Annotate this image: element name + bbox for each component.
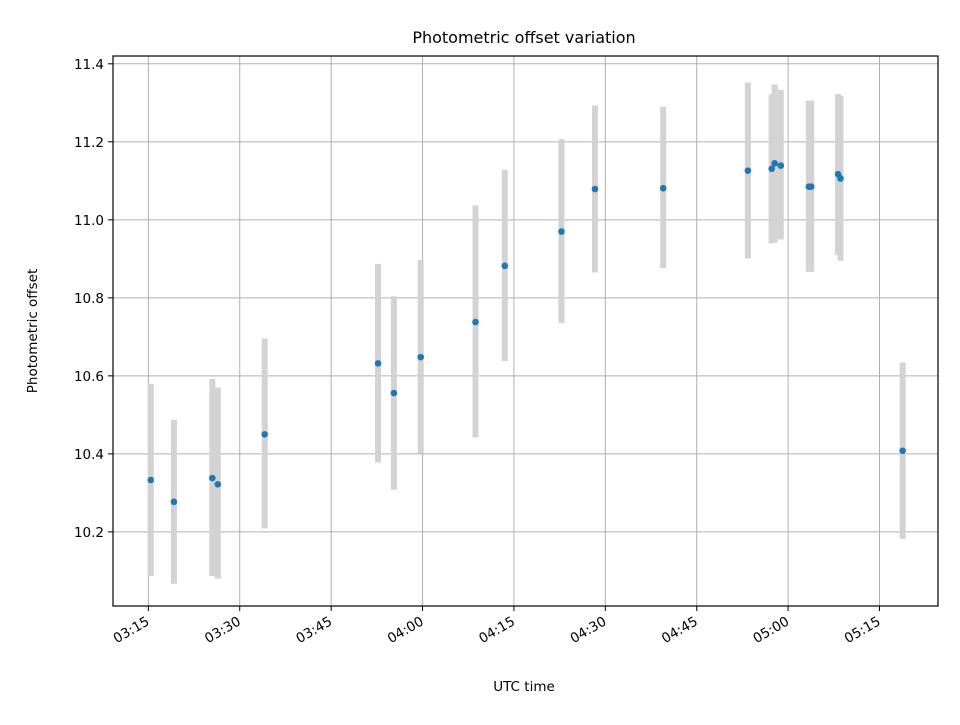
data-point <box>501 262 509 270</box>
data-point <box>214 480 222 488</box>
y-tick-label: 11.2 <box>74 135 104 151</box>
data-point <box>807 183 815 190</box>
data-point <box>591 185 599 193</box>
data-point <box>390 389 398 397</box>
data-point <box>777 162 785 169</box>
data-point <box>768 165 775 173</box>
data-point <box>170 498 178 506</box>
y-tick-label: 10.4 <box>74 447 104 463</box>
data-point <box>744 167 752 174</box>
y-tick-label: 10.8 <box>74 291 104 307</box>
data-point <box>472 318 479 326</box>
y-tick-label: 11.4 <box>74 57 104 73</box>
y-axis-label: Photometric offset <box>25 269 41 393</box>
data-point <box>899 447 906 455</box>
data-point <box>209 474 216 482</box>
data-point <box>374 360 382 367</box>
y-tick-label: 11.0 <box>74 213 104 229</box>
plot-frame <box>112 55 939 607</box>
chart-title: Photometric offset variation <box>412 28 635 47</box>
y-axis-ticks: 10.2 10.4 10.6 10.8 11.0 11.2 11.4 <box>74 57 113 541</box>
x-axis-label: UTC time <box>493 679 555 695</box>
y-tick-label: 10.6 <box>74 369 104 385</box>
data-point <box>417 353 424 361</box>
data-points <box>147 159 906 506</box>
grid <box>113 56 938 606</box>
y-tick-label: 10.2 <box>74 525 104 541</box>
data-point <box>261 431 269 438</box>
data-point <box>771 159 779 167</box>
data-point <box>147 476 155 484</box>
data-point <box>837 175 844 182</box>
data-point <box>659 184 667 192</box>
data-point <box>558 228 565 235</box>
